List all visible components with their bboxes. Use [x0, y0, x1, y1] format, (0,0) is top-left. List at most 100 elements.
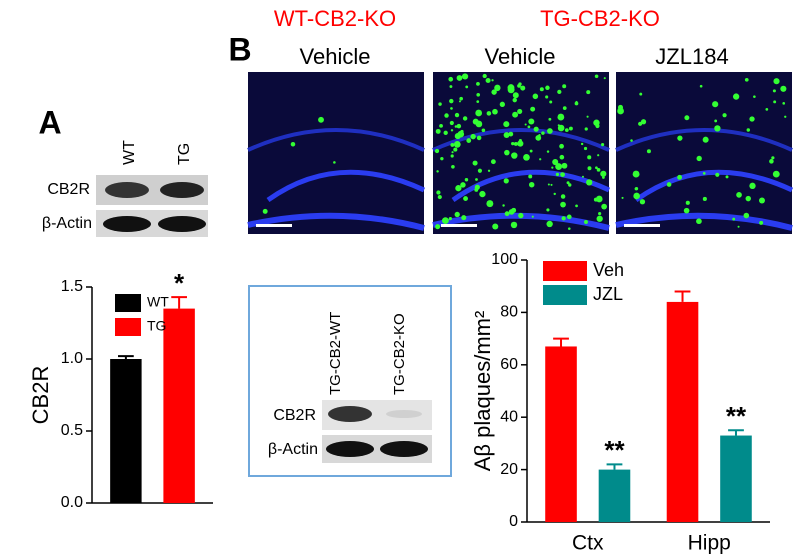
plaque-dot [547, 183, 550, 186]
plaque-dot [696, 155, 702, 162]
plaque-dot [702, 136, 709, 143]
plaque-dot [454, 211, 460, 218]
plaque-dot [513, 208, 516, 211]
legend-swatch [115, 318, 141, 336]
plaque-dot [601, 203, 608, 210]
plaque-dot [566, 181, 570, 185]
tissue-layer [634, 169, 794, 203]
legend-swatch [543, 261, 587, 281]
plaque-dot [587, 166, 592, 171]
plaque-dot [633, 192, 640, 200]
plaque-dot [666, 182, 672, 187]
plaque-dot [535, 134, 542, 141]
plaque-dot [539, 158, 542, 161]
plaque-dot [454, 112, 460, 118]
plaque-dot [518, 141, 523, 147]
y-tick-label: 1.5 [61, 278, 83, 295]
error-bar [118, 355, 134, 359]
plaque-dot [512, 92, 519, 99]
plaque-dot [463, 196, 468, 202]
plaque-dot [677, 135, 683, 141]
plaque-dot [574, 101, 579, 106]
y-tick-label: 0 [509, 513, 518, 530]
plaque-dot [550, 183, 553, 186]
plaque-dot [453, 147, 458, 152]
plaque-dot [476, 135, 482, 141]
plaque-dot [552, 159, 559, 166]
bar [110, 359, 142, 503]
plaque-dot [595, 195, 603, 203]
plaque-dot [449, 120, 454, 126]
plaque-dot [749, 116, 755, 122]
plaque-dot [683, 207, 690, 214]
plaque-dot [465, 85, 469, 89]
plaque-dot [568, 183, 572, 187]
legend-swatch [115, 294, 141, 312]
plaque-dot [560, 201, 566, 208]
blot-band [328, 406, 372, 422]
plaque-dot [518, 139, 522, 143]
plaque-dot [773, 78, 780, 85]
plaque-dot [736, 192, 742, 198]
error-bar [553, 337, 569, 347]
y-axis-label: Aβ plaques/mm² [470, 311, 495, 472]
y-tick-label: 100 [491, 251, 518, 268]
plaque-dot [531, 215, 534, 218]
plaque-dot [508, 131, 514, 137]
plaque-dot [532, 93, 539, 100]
plaque-dot [475, 178, 478, 181]
plaque-dot [517, 83, 521, 88]
plaque-dot [749, 182, 756, 190]
plaque-dot [450, 154, 454, 158]
plaque-dot [436, 170, 439, 173]
plaque-dot [765, 108, 769, 111]
condition-label: Vehicle [485, 44, 556, 69]
plaque-dot [547, 128, 553, 134]
plaque-dot [454, 125, 458, 128]
plaque-dot [520, 85, 526, 91]
plaque-dot [504, 149, 510, 156]
plaque-dot [450, 107, 453, 110]
plaque-dot [458, 100, 461, 103]
plaque-dot [732, 217, 736, 221]
plaque-dot [557, 124, 565, 132]
blot-band [160, 182, 204, 198]
plaque-dot [551, 166, 554, 169]
plaque-dot [634, 186, 639, 191]
plaque-dot [555, 172, 560, 177]
plaque-dot [461, 73, 469, 80]
plaque-dot [784, 115, 787, 118]
significance-label: ** [726, 401, 747, 431]
plaque-dot [475, 120, 483, 128]
plaque-dot [512, 111, 519, 118]
plaque-dot [596, 215, 603, 222]
plaque-dot [646, 149, 651, 154]
plaque-dot [502, 204, 505, 207]
plaque-dot [557, 113, 565, 121]
plaque-dot [538, 133, 541, 137]
plaque-dot [745, 195, 751, 202]
plaque-dot [456, 75, 463, 81]
plaque-dot [507, 84, 515, 92]
plaque-dot [630, 139, 633, 142]
blot-band [380, 441, 428, 457]
plaque-dot [603, 77, 606, 80]
plaque-dot [530, 106, 536, 112]
plaque-dot [561, 216, 566, 221]
plaque-dot [586, 90, 591, 95]
plaque-dot [562, 106, 567, 111]
plaque-dot [523, 153, 530, 161]
scale-bar [624, 224, 660, 227]
bar [666, 301, 699, 522]
plaque-dot [639, 92, 643, 96]
plaque-dot [440, 156, 444, 161]
plaque-dot [438, 102, 442, 106]
plaque-dot [503, 178, 509, 184]
plaque-dot [559, 143, 564, 149]
plaque-dot [617, 107, 624, 115]
plaque-dot [586, 179, 593, 186]
plaque-dot [702, 196, 707, 202]
plaque-dot [564, 128, 569, 133]
plaque-dot [464, 178, 469, 182]
plaque-dot [435, 224, 441, 230]
